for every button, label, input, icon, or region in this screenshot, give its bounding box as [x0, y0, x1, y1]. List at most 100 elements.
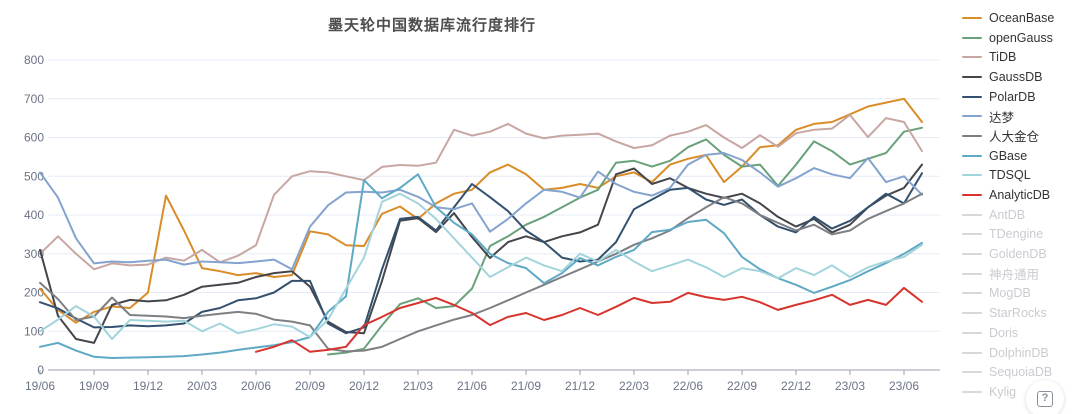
x-tick-label: 21/09 — [511, 379, 541, 393]
legend-item-AntDB[interactable]: AntDB — [962, 205, 1080, 225]
legend-item-openGauss[interactable]: openGauss — [962, 28, 1080, 48]
legend-label: TDSQL — [989, 168, 1031, 183]
legend-label: GoldenDB — [989, 247, 1047, 262]
legend-swatch — [962, 253, 982, 256]
x-tick-label: 19/06 — [25, 379, 55, 393]
legend-label: GBase — [989, 148, 1028, 163]
series-line-openGauss — [327, 126, 923, 356]
legend-swatch — [962, 134, 982, 137]
x-tick-label: 22/03 — [619, 379, 649, 393]
legend-item-StarRocks[interactable]: StarRocks — [962, 303, 1080, 323]
legend-label: GaussDB — [989, 69, 1043, 84]
help-button[interactable]: ? — [1026, 380, 1064, 414]
series-line-TDSQL — [39, 192, 923, 340]
x-tick-label: 21/03 — [403, 379, 433, 393]
legend-item-TDSQL[interactable]: TDSQL — [962, 166, 1080, 186]
legend-item-GaussDB[interactable]: GaussDB — [962, 67, 1080, 87]
y-tick-label: 500 — [24, 169, 44, 183]
y-tick-label: 600 — [24, 131, 44, 145]
y-tick-label: 200 — [24, 286, 44, 300]
legend-label: openGauss — [989, 30, 1053, 45]
y-tick-label: 0 — [37, 363, 44, 377]
legend-item-GoldenDB[interactable]: GoldenDB — [962, 244, 1080, 264]
legend-swatch — [962, 390, 982, 393]
legend-swatch — [962, 16, 982, 19]
x-tick-label: 21/06 — [457, 379, 487, 393]
legend-label: AnalyticDB — [989, 188, 1051, 203]
legend-item-GBase[interactable]: GBase — [962, 146, 1080, 166]
series-line-PolarDB — [39, 172, 923, 335]
legend-label: PolarDB — [989, 89, 1036, 104]
page-title: 墨天轮中国数据库流行度排行 — [327, 17, 536, 34]
series-line-达梦 — [39, 152, 923, 271]
legend-item-达梦[interactable]: 达梦 — [962, 106, 1080, 126]
legend-label: 人大金仓 — [989, 130, 1040, 145]
y-tick-label: 700 — [24, 92, 44, 106]
x-tick-label: 20/03 — [187, 379, 217, 393]
x-tick-label: 22/12 — [781, 379, 811, 393]
legend-item-人大金仓[interactable]: 人大金仓 — [962, 126, 1080, 146]
legend-label: Kylig — [989, 384, 1017, 399]
legend-item-TiDB[interactable]: TiDB — [962, 47, 1080, 67]
legend-item-DolphinDB[interactable]: DolphinDB — [962, 343, 1080, 363]
legend-label: 达梦 — [989, 110, 1015, 125]
legend-label: TDengine — [989, 227, 1044, 242]
legend-label: MogDB — [989, 286, 1031, 301]
legend-swatch — [962, 272, 982, 275]
x-tick-label: 21/12 — [565, 379, 595, 393]
x-tick-label: 19/09 — [79, 379, 109, 393]
legend-swatch — [962, 75, 982, 78]
legend-swatch — [962, 56, 982, 59]
legend-label: StarRocks — [989, 306, 1047, 321]
legend-label: OceanBase — [989, 10, 1055, 25]
series-line-GaussDB — [39, 163, 923, 344]
legend-item-OceanBase[interactable]: OceanBase — [962, 8, 1080, 28]
legend-label: AntDB — [989, 207, 1026, 222]
legend-swatch — [962, 154, 982, 157]
legend-label: DolphinDB — [989, 345, 1049, 360]
chart-legend: OceanBase openGauss TiDB GaussDB PolarDB 达梦人大… — [962, 8, 1080, 402]
x-tick-label: 20/09 — [295, 379, 325, 393]
legend-swatch — [962, 174, 982, 177]
x-axis-tick-labels: 19/06 19/09 19/12 20/03 20/06 20/09 20/12 21/03… — [25, 370, 919, 393]
x-tick-label: 22/06 — [673, 379, 703, 393]
series-line-TiDB — [39, 114, 923, 271]
legend-label: TiDB — [989, 50, 1017, 65]
question-mark-icon: ? — [1037, 391, 1053, 407]
legend-item-TDengine[interactable]: TDengine — [962, 225, 1080, 245]
y-tick-label: 800 — [24, 53, 44, 67]
legend-swatch — [962, 213, 982, 216]
legend-item-AnalyticDB[interactable]: AnalyticDB — [962, 185, 1080, 205]
legend-label: SequoiaDB — [989, 365, 1053, 380]
legend-label: Doris — [989, 325, 1019, 340]
x-tick-label: 23/06 — [889, 379, 919, 393]
legend-swatch — [962, 371, 982, 374]
legend-item-Doris[interactable]: Doris — [962, 323, 1080, 343]
legend-swatch — [962, 312, 982, 315]
legend-item-MogDB[interactable]: MogDB — [962, 284, 1080, 304]
legend-swatch — [962, 95, 982, 98]
gridlines — [48, 59, 940, 332]
x-tick-label: 19/12 — [133, 379, 163, 393]
legend-item-SequoiaDB[interactable]: SequoiaDB — [962, 362, 1080, 382]
y-tick-label: 400 — [24, 208, 44, 222]
legend-swatch — [962, 194, 982, 197]
legend-item-Kylig[interactable]: Kylig — [962, 382, 1080, 402]
series-line-人大金仓 — [39, 192, 923, 353]
x-tick-label: 23/03 — [835, 379, 865, 393]
series-line-OceanBase — [39, 97, 923, 324]
legend-swatch — [962, 233, 982, 236]
series-line-AnalyticDB — [255, 286, 923, 353]
x-tick-label: 20/12 — [349, 379, 379, 393]
legend-item-PolarDB[interactable]: PolarDB — [962, 87, 1080, 107]
x-tick-label: 22/09 — [727, 379, 757, 393]
legend-swatch — [962, 292, 982, 295]
legend-swatch — [962, 351, 982, 354]
legend-swatch — [962, 331, 982, 334]
legend-item-神舟通用[interactable]: 神舟通用 — [962, 264, 1080, 284]
legend-swatch — [962, 36, 982, 39]
legend-swatch — [962, 115, 982, 118]
